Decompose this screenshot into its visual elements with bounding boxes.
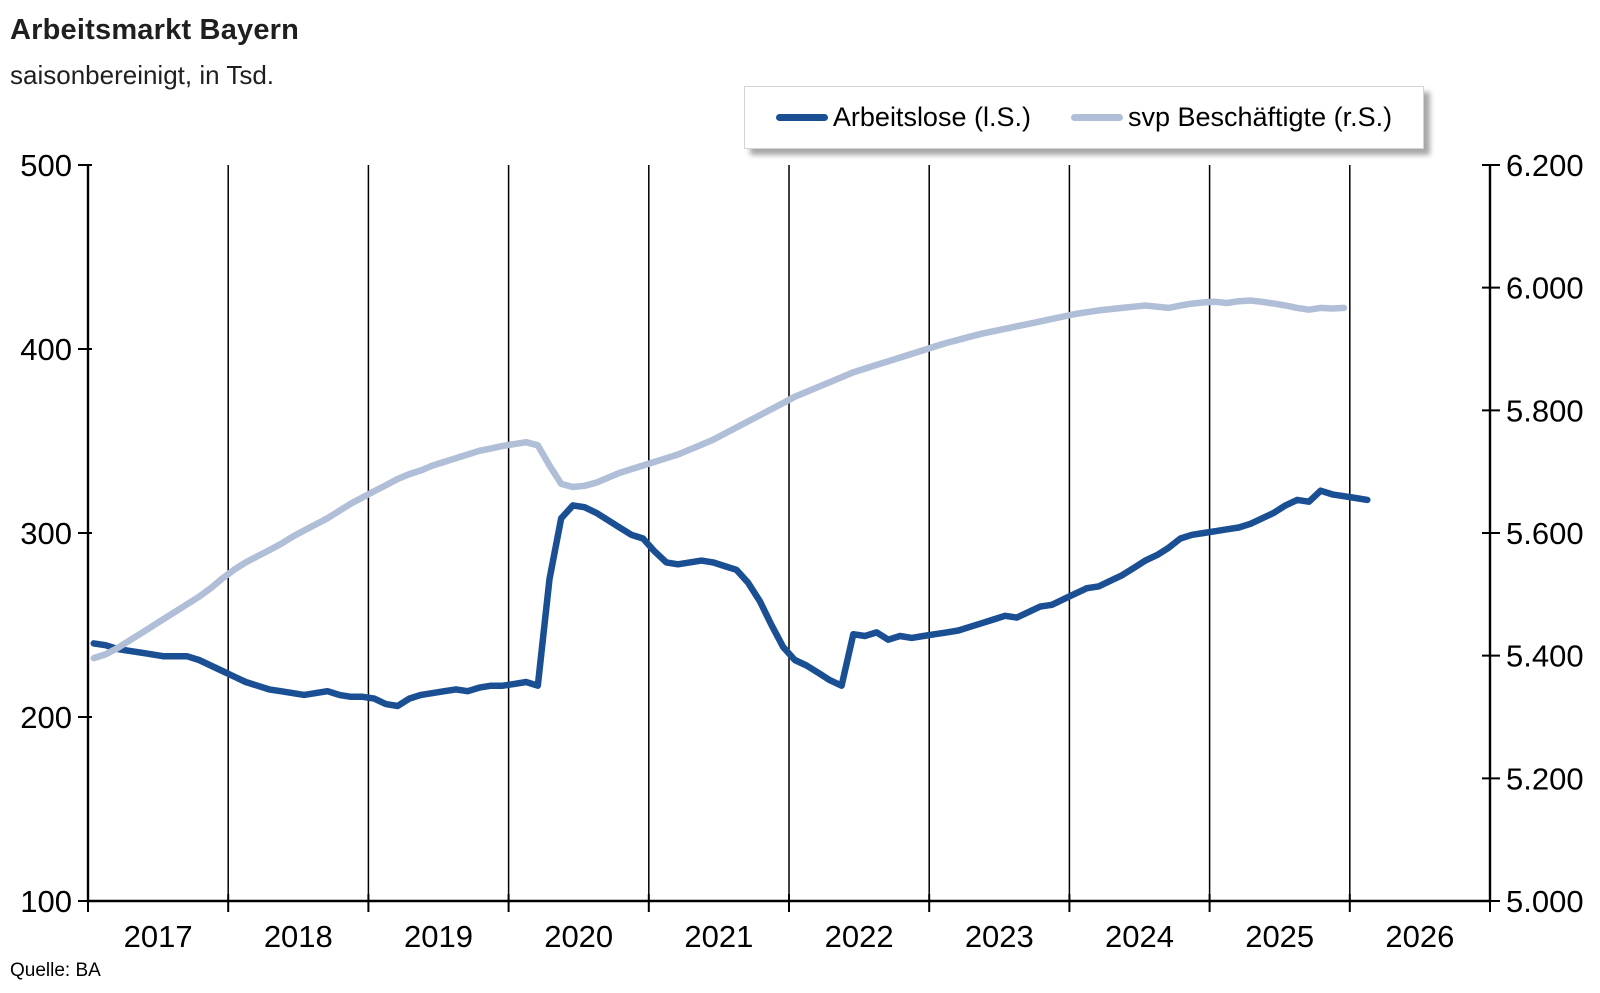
legend-label-arbeitslose: Arbeitslose (l.S.) xyxy=(832,102,1031,132)
left-axis-label: 400 xyxy=(20,332,72,367)
chart-title: Arbeitsmarkt Bayern xyxy=(10,14,300,46)
x-axis-year-label: 2024 xyxy=(1105,919,1174,954)
x-axis-year-label: 2022 xyxy=(825,919,894,954)
x-axis-year-label: 2023 xyxy=(965,919,1034,954)
x-axis-year-label: 2025 xyxy=(1245,919,1314,954)
x-axis-year-label: 2018 xyxy=(264,919,333,954)
source-note: Quelle: BA xyxy=(10,960,101,981)
x-axis-year-label: 2026 xyxy=(1385,919,1454,954)
left-axis-label: 300 xyxy=(20,516,72,551)
x-axis-year-label: 2017 xyxy=(124,919,193,954)
legend-item-beschaeftigte: svp Beschäftigte (r.S.) xyxy=(1070,102,1393,133)
right-axis-label: 6.200 xyxy=(1506,148,1584,183)
left-axis-label: 100 xyxy=(20,884,72,919)
left-axis-label: 500 xyxy=(20,148,72,183)
series-line-beschaeftigte xyxy=(90,297,1348,662)
legend: Arbeitslose (l.S.) svp Beschäftigte (r.S… xyxy=(744,86,1424,149)
x-axis-year-label: 2020 xyxy=(544,919,613,954)
legend-swatch-arbeitslose xyxy=(775,114,828,121)
x-axis-year-label: 2021 xyxy=(684,919,753,954)
x-axis-year-label: 2019 xyxy=(404,919,473,954)
left-axis-label: 200 xyxy=(20,700,72,735)
right-axis-label: 5.000 xyxy=(1506,884,1584,919)
right-axis-label: 5.600 xyxy=(1506,516,1584,551)
chart-subtitle: saisonbereinigt, in Tsd. xyxy=(10,60,275,90)
legend-label-beschaeftigte: svp Beschäftigte (r.S.) xyxy=(1127,102,1393,132)
series-line-arbeitslose xyxy=(90,487,1371,710)
right-axis-label: 5.200 xyxy=(1506,761,1584,796)
right-axis-label: 6.000 xyxy=(1506,271,1584,306)
right-axis-label: 5.800 xyxy=(1506,393,1584,428)
right-axis-label: 5.400 xyxy=(1506,639,1584,674)
legend-swatch-beschaeftigte xyxy=(1070,114,1123,121)
legend-item-arbeitslose: Arbeitslose (l.S.) xyxy=(775,102,1031,133)
